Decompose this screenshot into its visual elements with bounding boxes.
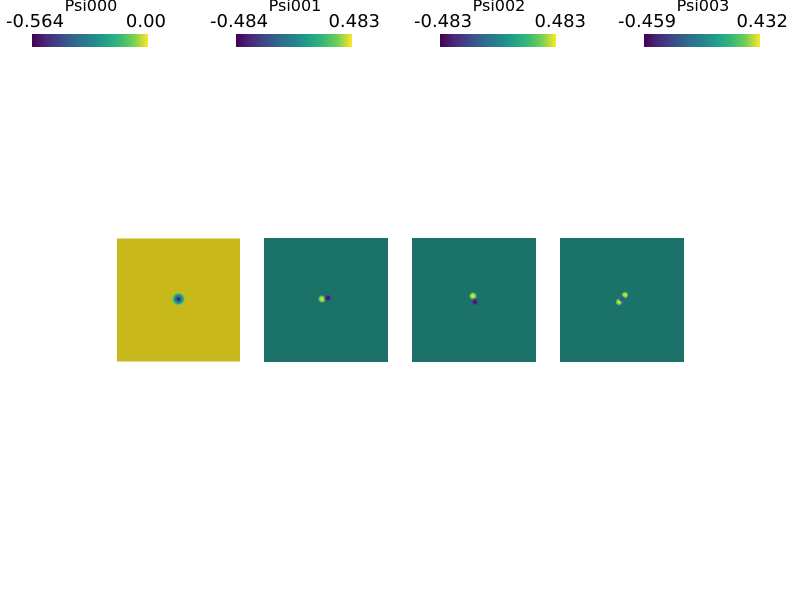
colorbar-psi002: Psi002 -0.483 0.483 (414, 0, 586, 50)
field-lobe-negative (470, 297, 480, 307)
colorbar-gradient (440, 34, 556, 47)
colorbar-min-label: -0.459 (618, 11, 677, 32)
colorbar-max-label: 0.00 (125, 11, 166, 32)
field-plot-psi001 (264, 238, 388, 362)
colorbar-title: Psi000 (64, 0, 118, 15)
colorbar-title: Psi001 (268, 0, 322, 15)
colorbar-gradient (32, 34, 148, 47)
colorbar-title: Psi003 (676, 0, 730, 15)
panel-psi002 (412, 238, 536, 362)
colorbar-gradient (644, 34, 760, 47)
colorbar-title: Psi002 (472, 0, 526, 15)
field-plot-psi002 (412, 238, 536, 362)
colorbar-psi001: Psi001 -0.484 0.483 (210, 0, 380, 50)
colorbar-max-label: 0.432 (736, 11, 788, 32)
colorbar-min-label: -0.564 (6, 11, 65, 32)
colorbar-gradient (236, 34, 352, 47)
field-plot-psi000 (117, 238, 240, 362)
colorbar-psi003: Psi003 -0.459 0.432 (618, 0, 788, 50)
field-lobe-negative (618, 295, 626, 303)
field-blob (171, 292, 186, 306)
colorbar-max-label: 0.483 (328, 11, 380, 32)
field-plot-psi003 (560, 238, 684, 362)
colorbar-min-label: -0.483 (414, 11, 473, 32)
panel-psi001 (264, 238, 388, 362)
panel-psi003 (560, 238, 684, 362)
field-lobe-negative (323, 293, 333, 303)
colorbar-min-label: -0.484 (210, 11, 269, 32)
colorbar-max-label: 0.483 (534, 11, 586, 32)
colorbar-psi000: Psi000 -0.564 0.00 (6, 0, 176, 50)
panel-psi000 (117, 238, 240, 362)
